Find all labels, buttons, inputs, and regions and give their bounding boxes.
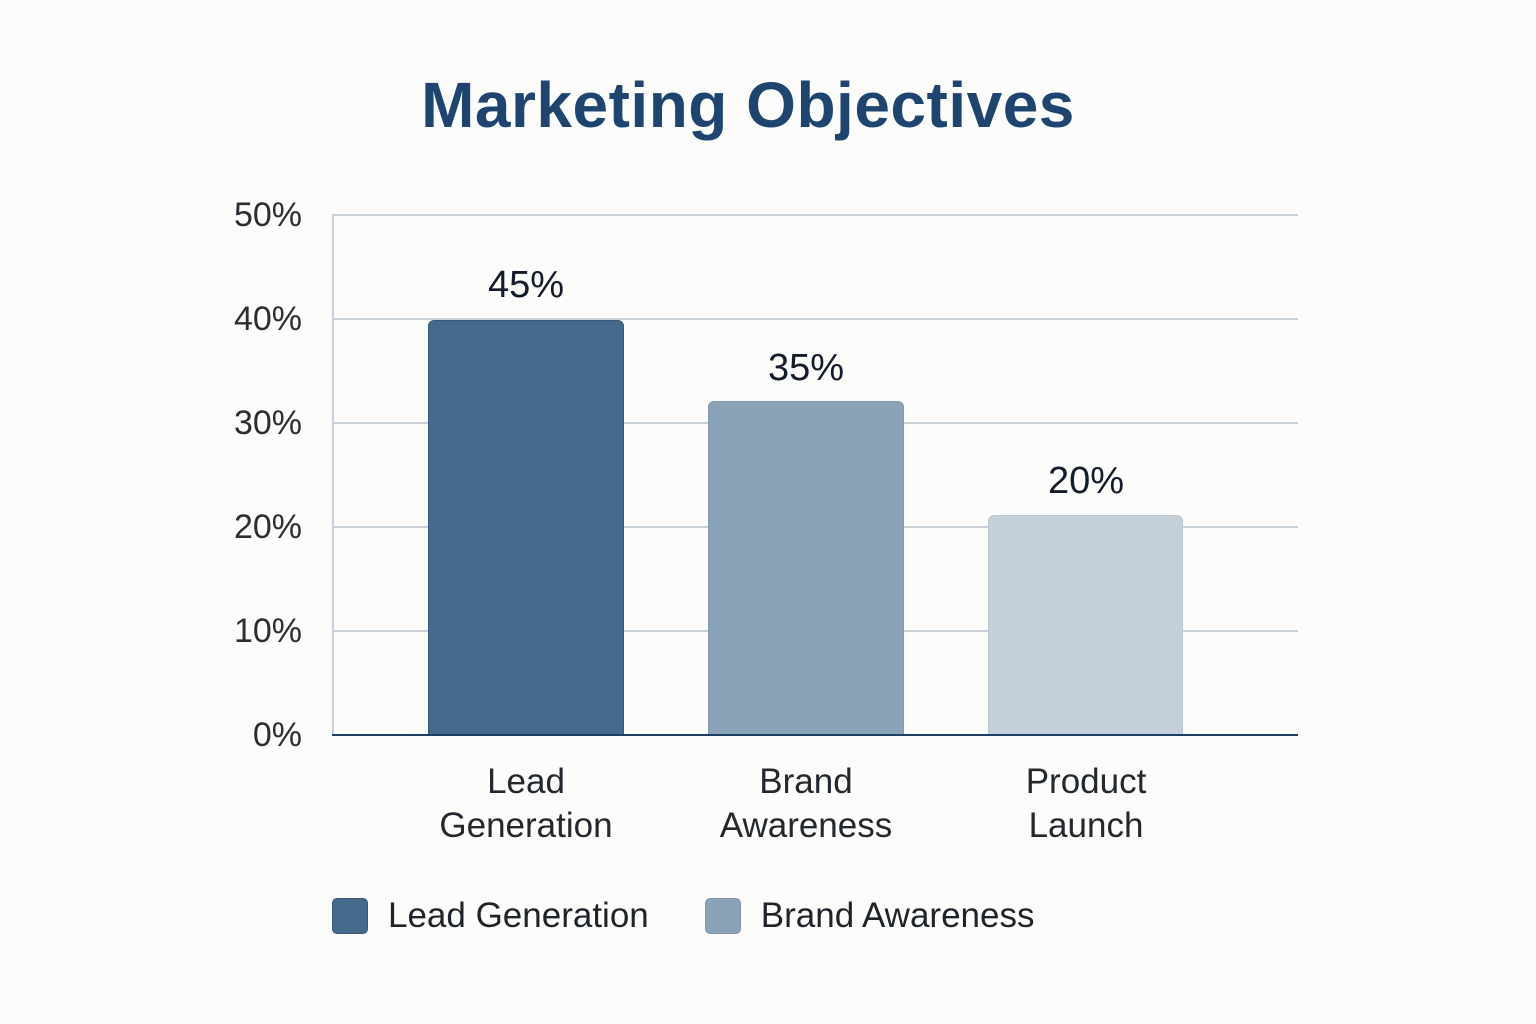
legend-item-lead-generation[interactable]: Lead Generation xyxy=(332,896,649,936)
bar-lead-generation[interactable] xyxy=(428,320,624,735)
y-tick-50: 50% xyxy=(233,196,302,234)
gridline-50 xyxy=(332,214,1298,216)
x-label-line: Awareness xyxy=(719,806,893,845)
legend-swatch-icon xyxy=(332,898,368,934)
y-axis-line xyxy=(332,214,334,735)
legend: Lead Generation Brand Awareness xyxy=(332,896,1090,936)
value-label-product-launch: 20% xyxy=(1047,460,1125,502)
x-axis-line xyxy=(332,734,1298,736)
legend-label: Brand Awareness xyxy=(760,896,1035,935)
y-tick-30: 30% xyxy=(233,404,302,442)
x-label-lead-generation: Lead Generation xyxy=(396,760,656,848)
x-label-line: Lead xyxy=(487,762,565,801)
value-label-lead-generation: 45% xyxy=(487,264,565,306)
x-label-line: Product xyxy=(1025,762,1147,801)
y-tick-40: 40% xyxy=(233,300,302,338)
y-tick-0: 0% xyxy=(252,716,302,754)
bar-product-launch[interactable] xyxy=(988,515,1183,735)
bar-brand-awareness[interactable] xyxy=(708,401,904,735)
x-label-brand-awareness: Brand Awareness xyxy=(676,760,936,848)
legend-item-brand-awareness[interactable]: Brand Awareness xyxy=(704,896,1035,936)
legend-label: Lead Generation xyxy=(388,896,649,935)
plot-area: 45% 35% 20% xyxy=(332,214,1298,736)
gridline-40 xyxy=(332,318,1298,320)
chart-title: Marketing Objectives xyxy=(421,69,1075,141)
x-label-product-launch: Product Launch xyxy=(956,760,1216,848)
x-label-line: Brand xyxy=(759,762,853,801)
y-tick-20: 20% xyxy=(233,508,302,546)
y-tick-10: 10% xyxy=(233,612,302,650)
x-label-line: Generation xyxy=(439,806,613,845)
value-label-brand-awareness: 35% xyxy=(767,347,845,389)
x-label-line: Launch xyxy=(1028,806,1144,845)
legend-swatch-icon xyxy=(704,898,741,934)
